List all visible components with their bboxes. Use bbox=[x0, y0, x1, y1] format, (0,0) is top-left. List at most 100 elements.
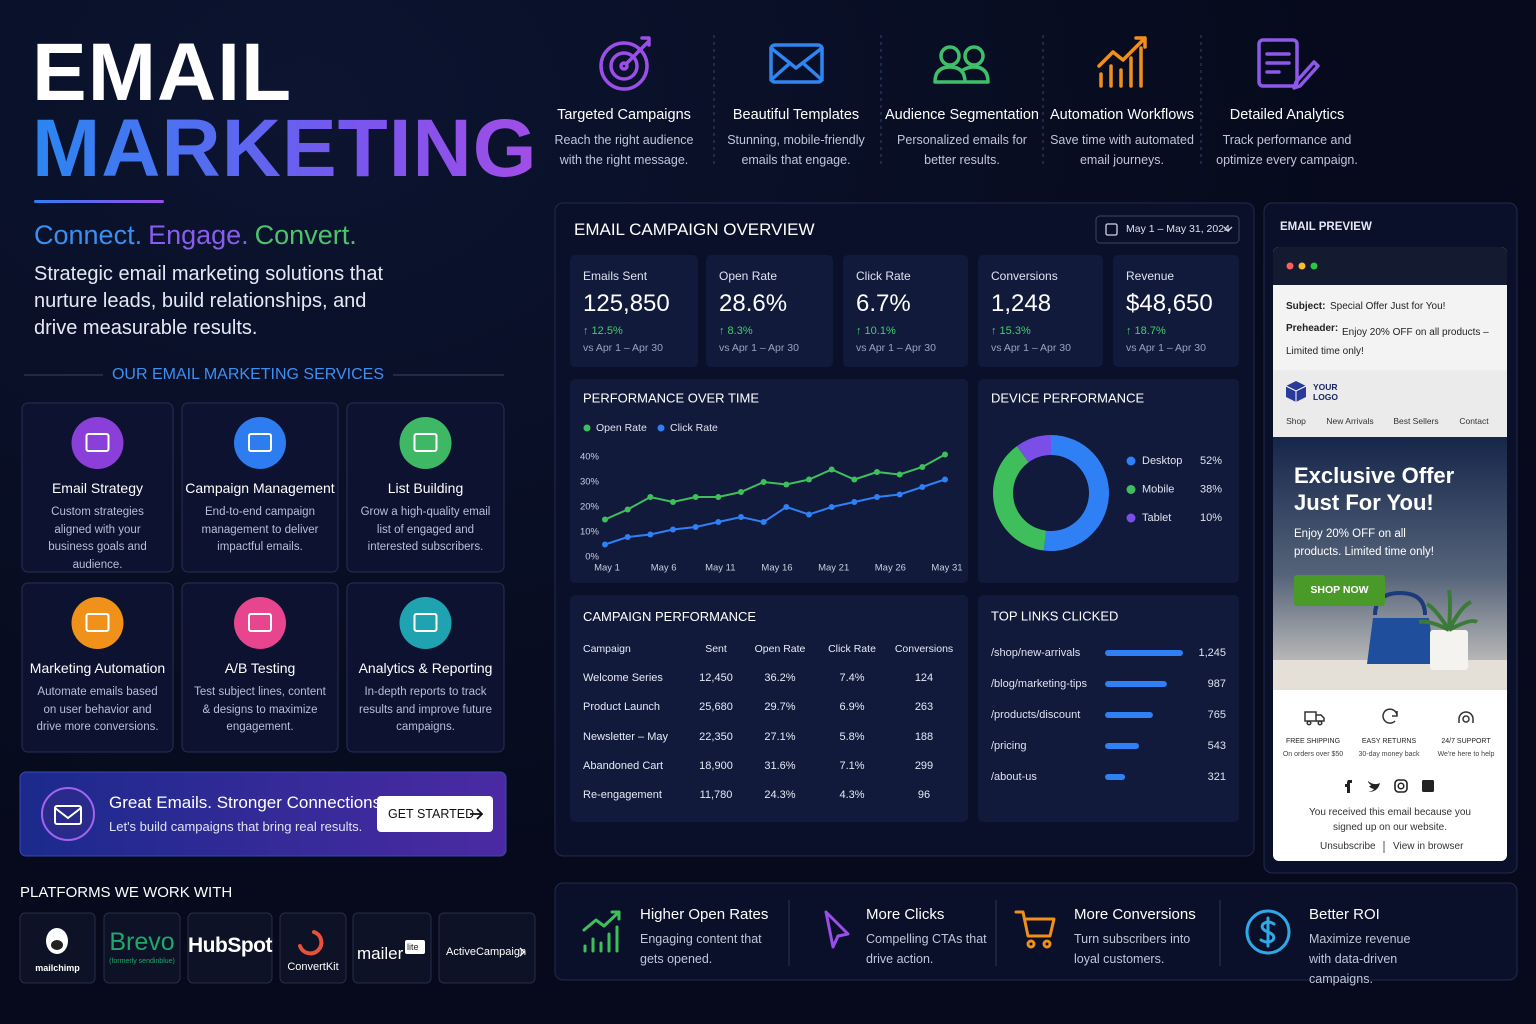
table-header: Conversions bbox=[894, 643, 954, 655]
feature-title: Targeted Campaigns bbox=[557, 107, 691, 123]
series-line bbox=[604, 478, 946, 546]
kpi-change: ↑ 12.5% bbox=[583, 325, 623, 337]
data-point bbox=[624, 534, 631, 540]
cta-subtitle: Let's build campaigns that bring real re… bbox=[109, 819, 363, 834]
kpi-value: 125,850 bbox=[583, 290, 670, 317]
service-title: List Building bbox=[387, 480, 464, 496]
legend-label: Open Rate bbox=[596, 422, 647, 434]
cta-button[interactable]: GET STARTED bbox=[388, 807, 475, 821]
decoration bbox=[1306, 720, 1312, 726]
feature-description: Track performance and optimize every cam… bbox=[1216, 133, 1358, 167]
decoration bbox=[1273, 285, 1507, 370]
nav-link[interactable]: Best Sellers bbox=[1393, 416, 1439, 426]
data-point bbox=[602, 516, 608, 523]
table-cell: 31.6% bbox=[764, 759, 796, 772]
chart-title: PERFORMANCE OVER TIME bbox=[583, 390, 759, 405]
decoration bbox=[570, 255, 698, 367]
chart-title: TOP LINKS CLICKED bbox=[991, 608, 1118, 623]
decoration bbox=[583, 925, 619, 953]
date-range[interactable]: May 1 – May 31, 2024 bbox=[1126, 223, 1230, 235]
data-point bbox=[896, 471, 903, 478]
service-title: A/B Testing bbox=[224, 660, 296, 676]
platform-logo: mailchimp bbox=[35, 963, 80, 973]
service-icon-glyph bbox=[413, 613, 438, 632]
nav-link[interactable]: New Arrivals bbox=[1326, 416, 1374, 426]
service-icon-glyph bbox=[248, 613, 272, 632]
decoration bbox=[1345, 779, 1434, 793]
y-tick-label: 0% bbox=[585, 552, 599, 563]
table-cell: 24.3% bbox=[764, 789, 796, 802]
table-cell: 188 bbox=[914, 730, 934, 743]
category-label: /products/discount bbox=[991, 709, 1080, 721]
x-tick-label: May 16 bbox=[761, 563, 792, 574]
decoration bbox=[19, 771, 507, 857]
decoration bbox=[187, 912, 273, 984]
kpi-value: 1,248 bbox=[991, 290, 1052, 317]
decoration bbox=[1285, 385, 1307, 402]
x-tick-label: May 1 bbox=[594, 563, 620, 574]
footer-link[interactable]: View in browser bbox=[1393, 841, 1464, 852]
table-cell: 29.7% bbox=[764, 701, 796, 714]
y-tick-label: 10% bbox=[580, 527, 600, 538]
data-point bbox=[828, 466, 835, 473]
category-label: /blog/marketing-tips bbox=[991, 678, 1087, 690]
kpi-value: $48,650 bbox=[1126, 290, 1213, 317]
decoration bbox=[103, 912, 181, 984]
value-label: 52% bbox=[1200, 455, 1222, 467]
nav-link[interactable]: Shop bbox=[1286, 416, 1306, 426]
pie-slice bbox=[1043, 435, 1109, 551]
footer-link[interactable]: Unsubscribe bbox=[1320, 841, 1376, 852]
table-cell: Welcome Series bbox=[583, 672, 663, 684]
service-title: Analytics & Reporting bbox=[358, 660, 493, 676]
service-icon bbox=[399, 597, 452, 649]
decoration bbox=[769, 43, 824, 84]
data-point bbox=[692, 524, 699, 530]
decoration bbox=[1462, 715, 1470, 723]
table-cell: 96 bbox=[917, 789, 931, 802]
service-title: Campaign Management bbox=[185, 480, 335, 496]
email-button[interactable]: SHOP NOW bbox=[1310, 584, 1369, 596]
data-point bbox=[806, 476, 812, 483]
data-point bbox=[783, 504, 790, 510]
decoration bbox=[1422, 780, 1434, 792]
nav-link[interactable]: Contact bbox=[1459, 416, 1489, 426]
preheader: Enjoy 20% OFF on all products – Limited … bbox=[1286, 327, 1489, 357]
x-tick-label: May 26 bbox=[875, 563, 906, 574]
service-description: Test subject lines, content & designs to… bbox=[194, 686, 326, 733]
decoration bbox=[1298, 262, 1306, 270]
x-tick-label: May 31 bbox=[931, 563, 962, 574]
data-point bbox=[896, 491, 903, 498]
kpi-comparison: vs Apr 1 – Apr 30 bbox=[583, 342, 663, 354]
perk-note: 30-day money back bbox=[1358, 751, 1420, 758]
decoration bbox=[1317, 720, 1323, 726]
legend-marker bbox=[583, 424, 591, 432]
decoration bbox=[582, 909, 1291, 955]
data-point bbox=[624, 506, 631, 513]
y-tick-label: 40% bbox=[580, 452, 600, 463]
subject-label: Subject: bbox=[1286, 301, 1326, 312]
service-icon-glyph bbox=[248, 433, 272, 452]
hero-title: EMAIL bbox=[32, 27, 293, 118]
tagline-word: Connect. bbox=[34, 220, 143, 250]
decoration bbox=[824, 910, 850, 949]
service-card bbox=[21, 402, 174, 573]
table-cell: 27.1% bbox=[764, 730, 796, 743]
data-point bbox=[647, 531, 654, 538]
table-header: Click Rate bbox=[828, 643, 876, 655]
pie-slice bbox=[992, 446, 1047, 551]
data-point bbox=[942, 451, 948, 458]
table-cell: 25,680 bbox=[699, 701, 733, 714]
benefit-title: Better ROI bbox=[1309, 906, 1380, 923]
logo-text: LOGO bbox=[1313, 392, 1339, 402]
table-cell: Newsletter – May bbox=[583, 730, 668, 743]
value-label: 1,245 bbox=[1198, 647, 1226, 659]
decoration bbox=[1394, 779, 1408, 793]
benefit-description: Turn subscribers into loyal customers. bbox=[1074, 932, 1191, 966]
service-title: Email Strategy bbox=[51, 480, 144, 496]
data-point bbox=[919, 484, 926, 490]
decoration bbox=[1245, 909, 1291, 955]
section-heading: PLATFORMS WE WORK WITH bbox=[20, 884, 233, 901]
panel-title: CAMPAIGN PERFORMANCE bbox=[583, 609, 757, 624]
decoration bbox=[352, 912, 432, 984]
